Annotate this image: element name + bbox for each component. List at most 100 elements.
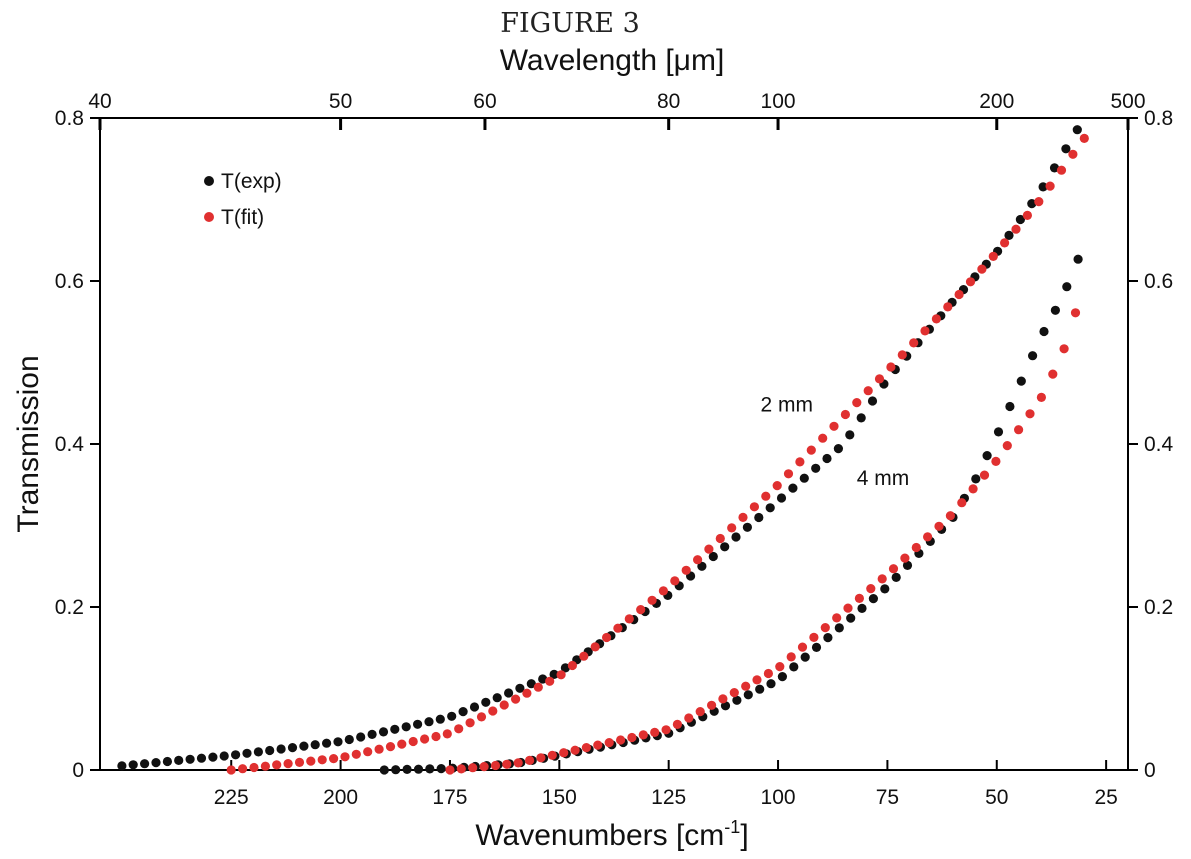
data-point	[786, 652, 796, 662]
data-point	[492, 693, 502, 703]
data-point	[1062, 282, 1072, 292]
data-point	[260, 761, 270, 771]
data-point	[988, 251, 998, 261]
data-point	[891, 572, 901, 583]
data-point	[413, 764, 424, 774]
data-point	[909, 338, 919, 348]
data-point	[424, 717, 434, 727]
data-point	[435, 714, 445, 724]
data-point	[993, 427, 1004, 437]
data-point	[1002, 441, 1012, 451]
data-point	[977, 264, 987, 274]
data-point	[1050, 305, 1060, 315]
data-point	[732, 695, 742, 705]
data-point	[379, 765, 389, 775]
data-point	[743, 690, 753, 700]
data-point	[822, 453, 832, 464]
top-tick-label: 200	[979, 90, 1014, 113]
x-tick-label: 50	[985, 786, 1008, 809]
data-point	[704, 544, 714, 554]
data-point	[945, 511, 956, 521]
data-point	[845, 430, 855, 440]
data-point	[265, 745, 275, 756]
data-point	[420, 734, 430, 744]
data-point	[731, 532, 741, 542]
data-point	[1048, 369, 1058, 379]
data-point	[378, 727, 389, 737]
data-point	[681, 565, 691, 575]
top-tick-label: 80	[657, 90, 680, 113]
data-point	[834, 623, 844, 633]
data-point	[502, 759, 512, 769]
data-point	[374, 744, 384, 754]
data-point	[413, 719, 423, 729]
data-point	[868, 594, 879, 604]
y-tick-label-right: 0.6	[1144, 270, 1173, 293]
data-point	[397, 739, 407, 749]
data-point	[468, 763, 478, 773]
data-point	[965, 277, 976, 287]
data-point	[294, 757, 305, 768]
top-tick-label: 60	[473, 90, 496, 113]
data-point	[789, 662, 799, 672]
x-tick-label: 75	[876, 786, 899, 809]
data-point	[196, 753, 207, 763]
data-point	[672, 719, 683, 730]
data-point	[442, 729, 452, 739]
top-tick-label: 500	[1110, 90, 1145, 113]
data-point	[877, 574, 887, 584]
data-point	[549, 669, 559, 680]
y-axis-title: Transmission	[12, 355, 45, 532]
data-point	[525, 755, 535, 766]
data-point	[1004, 230, 1014, 240]
data-point	[567, 660, 578, 671]
data-point	[458, 707, 468, 717]
y-tick-label-left: 0.2	[55, 596, 84, 619]
data-point	[638, 730, 648, 740]
x-tick-label: 225	[214, 786, 249, 809]
data-point	[1073, 254, 1083, 264]
x-tick-label: 175	[432, 786, 467, 809]
data-point	[1036, 392, 1046, 402]
annotation-label: 4 mm	[857, 467, 910, 490]
data-point	[800, 652, 810, 662]
data-point	[469, 702, 480, 712]
data-point	[806, 445, 816, 455]
data-point	[515, 683, 525, 693]
data-point	[310, 740, 320, 750]
data-point	[465, 718, 475, 728]
data-point	[1000, 238, 1010, 248]
data-point	[624, 614, 634, 624]
data-point	[1028, 351, 1038, 361]
data-point	[117, 761, 127, 771]
data-point	[162, 756, 172, 767]
data-point	[151, 758, 161, 768]
data-point	[934, 521, 944, 531]
legend-label-exp: T(exp)	[221, 170, 282, 193]
y-tick-label-right: 0.8	[1144, 107, 1173, 130]
data-point	[1022, 210, 1032, 220]
data-point	[1015, 214, 1025, 225]
data-point	[776, 493, 787, 503]
data-point	[367, 729, 377, 740]
data-point	[920, 326, 930, 336]
data-point	[833, 444, 844, 454]
data-point	[253, 747, 263, 757]
data-point	[344, 734, 354, 745]
data-point	[795, 457, 805, 467]
data-point	[715, 533, 725, 544]
data-point	[329, 754, 339, 764]
data-point	[923, 532, 933, 542]
data-point	[954, 289, 964, 300]
data-point	[219, 751, 229, 761]
data-point	[811, 463, 821, 473]
data-point	[886, 362, 896, 372]
data-point	[888, 564, 899, 574]
top-tick-label: 50	[329, 90, 352, 113]
data-point	[695, 707, 705, 717]
data-point	[1045, 181, 1055, 191]
data-point	[490, 760, 501, 771]
data-point	[299, 741, 309, 751]
data-point	[559, 748, 569, 758]
